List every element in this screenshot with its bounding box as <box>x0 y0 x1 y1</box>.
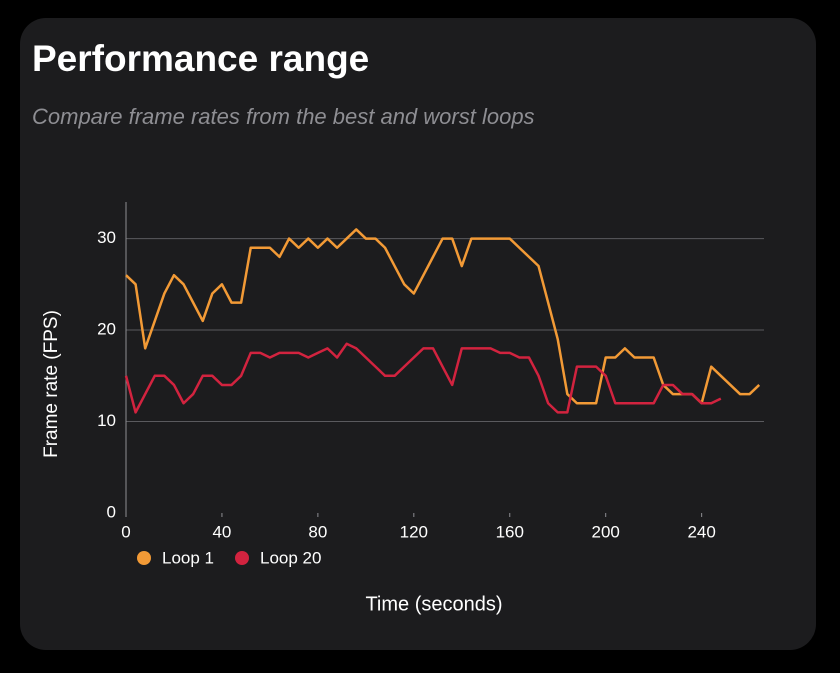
x-tick-label: 240 <box>687 522 715 541</box>
y-axis-label: Frame rate (FPS) <box>41 310 62 458</box>
series-line <box>125 228 761 405</box>
chart-subtitle: Compare frame rates from the best and wo… <box>32 104 535 129</box>
x-tick-label: 120 <box>400 522 428 541</box>
card <box>20 18 816 650</box>
series-line <box>124 342 722 414</box>
legend-swatch <box>137 551 151 565</box>
x-axis-label: Time (seconds) <box>365 593 502 615</box>
y-tick-label: 30 <box>97 228 116 247</box>
legend-label: Loop 20 <box>260 548 321 567</box>
legend-label: Loop 1 <box>162 548 214 567</box>
x-tick-label: 200 <box>592 522 620 541</box>
x-tick-label: 160 <box>496 522 524 541</box>
y-tick-label: 10 <box>97 411 116 430</box>
x-tick-label: 0 <box>121 522 130 541</box>
legend-swatch <box>235 551 249 565</box>
y-tick-label: 0 <box>107 502 116 521</box>
x-tick-label: 80 <box>308 522 327 541</box>
y-tick-label: 20 <box>97 320 116 339</box>
x-tick-label: 40 <box>212 522 231 541</box>
chart-title: Performance range <box>32 38 370 79</box>
